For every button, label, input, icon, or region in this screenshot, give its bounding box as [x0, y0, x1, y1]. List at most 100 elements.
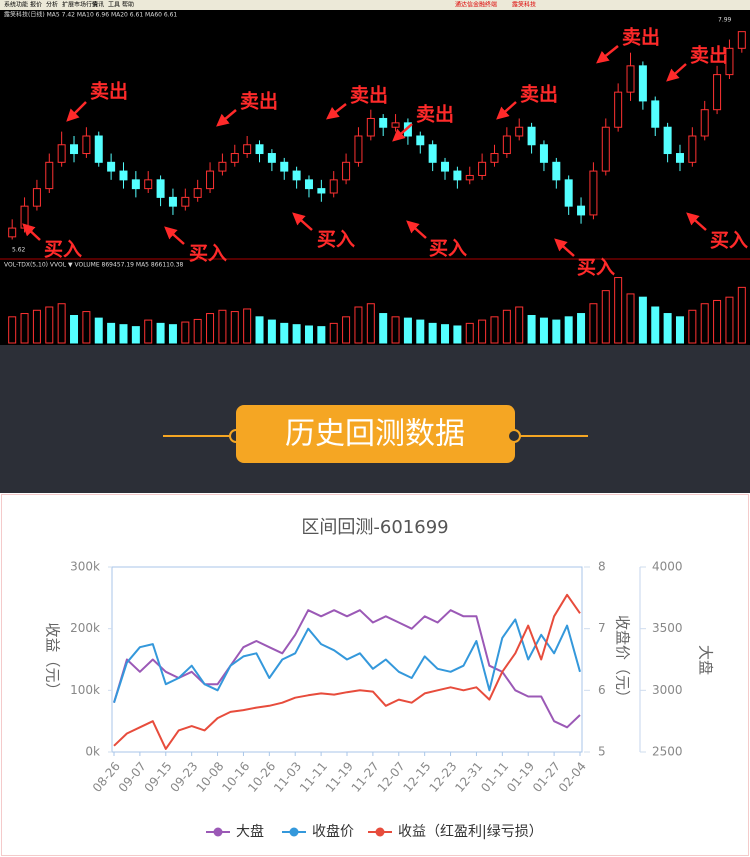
legend-label: 大盘: [236, 823, 264, 840]
candle-body: [243, 144, 252, 155]
y3-tick-label: 3000: [652, 683, 683, 697]
chart-card: [1, 494, 749, 856]
y2-tick-label: 5: [598, 745, 606, 759]
candle-body: [131, 179, 140, 190]
volume-bar: [416, 319, 425, 344]
sell-signal: 卖出: [350, 84, 388, 107]
banner-dot: [507, 429, 521, 443]
candle-body: [304, 179, 313, 190]
banner-box: [236, 405, 515, 463]
candle-body: [354, 135, 363, 163]
volume-bar: [453, 325, 462, 344]
volume-bar: [280, 322, 289, 344]
volume-bar: [304, 325, 313, 344]
candle-body: [292, 170, 301, 181]
volume-bar: [428, 322, 437, 344]
candle-body: [391, 122, 400, 128]
volume-bar: [70, 315, 79, 344]
candle-body: [230, 153, 239, 163]
volume-bar: [651, 306, 660, 344]
low-label: 5.62: [12, 247, 26, 254]
candle-body: [416, 135, 425, 146]
candle-body: [193, 188, 202, 198]
signal-arrow: [326, 103, 347, 120]
volume-bar: [267, 319, 276, 344]
volume-bar: [502, 309, 511, 344]
legend-dot: [289, 827, 299, 837]
y2-axis-label: 收盘价（元）: [614, 615, 632, 705]
signal-arrow: [406, 220, 427, 239]
volume-bar: [144, 319, 153, 344]
volume-bar: [403, 317, 412, 344]
candle-body: [626, 65, 635, 93]
volume-bar: [230, 311, 239, 344]
candle-body: [32, 188, 41, 207]
candle-body: [663, 126, 672, 155]
volume-bar: [107, 322, 116, 344]
candle-body: [675, 153, 684, 163]
candle-body: [688, 135, 697, 163]
candle-body: [465, 174, 474, 181]
volume-bar: [45, 306, 54, 344]
volume-bar: [725, 296, 734, 344]
chart-title: 区间回测-601699: [301, 517, 448, 538]
volume-bar: [181, 321, 190, 344]
candle-body: [206, 170, 215, 190]
series-line: [113, 593, 581, 750]
legend-label: 收益（红盈利|绿亏损）: [398, 824, 543, 840]
candle-body: [490, 153, 499, 163]
candle-body: [379, 117, 388, 128]
signal-arrow: [554, 238, 575, 257]
candle-body: [539, 144, 548, 163]
legend-label: 收盘价: [312, 823, 354, 840]
menu-item: 扩展市场行情: [62, 1, 98, 9]
candle-body: [737, 31, 746, 49]
candle-body: [8, 227, 17, 238]
volume-bar: [589, 303, 598, 344]
volume-bar: [119, 324, 128, 344]
candle-body: [502, 135, 511, 155]
y2-tick-label: 8: [598, 560, 606, 574]
y-tick-label: 300k: [70, 560, 100, 574]
candle-body: [57, 144, 66, 163]
high-label: 7.99: [718, 17, 732, 24]
y3-tick-label: 3500: [652, 621, 683, 635]
volume-bar: [713, 299, 722, 344]
signal-arrow: [292, 212, 313, 231]
candle-body: [601, 126, 610, 172]
buy-signal: 买入: [429, 238, 467, 260]
volume-bar: [601, 290, 610, 344]
candle-body: [441, 161, 450, 172]
volume-bar: [82, 311, 91, 344]
sell-signal: 卖出: [240, 90, 278, 113]
volume-bar: [478, 319, 487, 344]
candle-body: [515, 126, 524, 137]
menu-item: 分析: [46, 1, 58, 9]
y3-axis-label: 大盘: [697, 645, 715, 675]
banner-title: 历史回测数据: [285, 417, 465, 452]
candle-body: [156, 179, 165, 198]
volume-bar: [688, 309, 697, 344]
signal-arrow: [596, 45, 619, 64]
volume-bar: [564, 316, 573, 344]
candle-body: [342, 161, 351, 181]
volume-bar: [206, 313, 215, 344]
volume-bar: [663, 313, 672, 344]
volume-bar: [638, 296, 647, 344]
volume-bar: [292, 324, 301, 344]
y2-tick-label: 7: [598, 621, 606, 635]
volume-bar: [329, 322, 338, 344]
sell-signal: 卖出: [416, 103, 454, 126]
candle-body: [614, 91, 623, 128]
buy-signal: 买入: [577, 257, 615, 279]
signal-arrow: [392, 123, 413, 142]
candle-body: [70, 144, 79, 155]
candle-body: [428, 144, 437, 163]
buy-signal: 买入: [710, 230, 748, 252]
y-tick-label: 100k: [70, 683, 100, 697]
volume-bar: [391, 316, 400, 344]
signal-arrow: [686, 212, 707, 231]
volume-bar: [94, 317, 103, 344]
y3-tick-label: 4000: [652, 560, 683, 574]
